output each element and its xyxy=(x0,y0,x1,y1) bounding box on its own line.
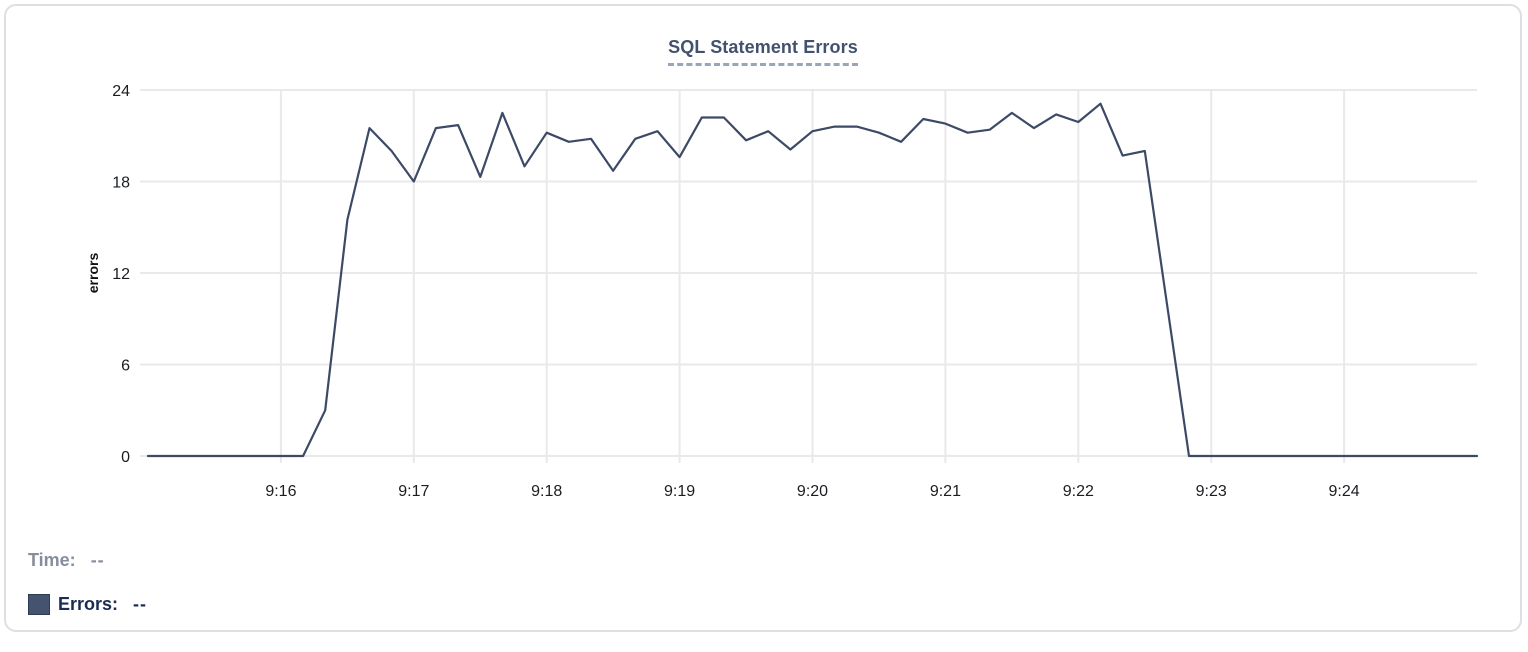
errors-line-chart[interactable]: 0 6 12 18 24 9:16 9:17 9:18 9:19 9:20 9:21 9:22 9:23… xyxy=(6,6,1528,506)
svg-text:12: 12 xyxy=(112,266,130,283)
svg-text:errors: errors xyxy=(85,253,101,294)
legend-row-time: Time: -- xyxy=(28,550,105,571)
svg-text:9:20: 9:20 xyxy=(797,483,828,500)
svg-text:6: 6 xyxy=(121,358,130,375)
svg-text:9:16: 9:16 xyxy=(265,483,296,500)
legend-time-label: Time: xyxy=(28,550,76,570)
chart-card: SQL Statement Errors 0 6 12 18 24 9:16 9:17 9:1… xyxy=(4,4,1522,632)
svg-text:9:21: 9:21 xyxy=(930,483,961,500)
svg-text:0: 0 xyxy=(121,449,130,466)
svg-text:9:24: 9:24 xyxy=(1329,483,1360,500)
svg-text:9:23: 9:23 xyxy=(1196,483,1227,500)
chart-title[interactable]: SQL Statement Errors xyxy=(668,37,858,66)
svg-text:9:18: 9:18 xyxy=(531,483,562,500)
legend-row-errors[interactable]: Errors: -- xyxy=(28,594,147,615)
svg-text:9:17: 9:17 xyxy=(398,483,429,500)
svg-text:18: 18 xyxy=(112,175,130,192)
legend-errors-value: -- xyxy=(133,594,148,614)
chart-header: SQL Statement Errors xyxy=(6,37,1520,66)
svg-text:24: 24 xyxy=(112,83,130,100)
legend-errors-label: Errors: xyxy=(58,594,119,614)
errors-series-swatch-icon xyxy=(28,594,50,615)
svg-text:9:19: 9:19 xyxy=(664,483,695,500)
svg-text:9:22: 9:22 xyxy=(1063,483,1094,500)
legend-time-value: -- xyxy=(90,550,105,570)
